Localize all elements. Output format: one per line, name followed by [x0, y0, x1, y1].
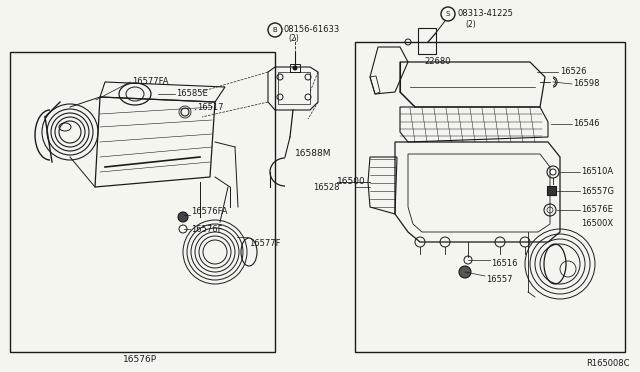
Text: 16585E: 16585E: [176, 90, 208, 99]
Text: 16510A: 16510A: [581, 167, 613, 176]
Circle shape: [459, 266, 471, 278]
Text: 08313-41225: 08313-41225: [457, 10, 513, 19]
Text: 16516: 16516: [491, 260, 518, 269]
Text: 16576FA: 16576FA: [191, 208, 227, 217]
Text: 16557G: 16557G: [581, 186, 614, 196]
Circle shape: [293, 66, 297, 70]
Bar: [278, 72, 310, 104]
Bar: [547, 186, 556, 195]
Text: 16576F: 16576F: [191, 224, 223, 234]
Text: 16546: 16546: [573, 119, 600, 128]
Text: 16577FA: 16577FA: [132, 77, 168, 86]
Text: 16500X: 16500X: [581, 219, 613, 228]
Text: 16557: 16557: [486, 275, 513, 283]
Text: 16588M: 16588M: [295, 150, 332, 158]
Text: S: S: [446, 11, 450, 17]
Text: 16528: 16528: [314, 183, 340, 192]
Circle shape: [550, 169, 556, 175]
Text: (2): (2): [465, 19, 476, 29]
Bar: [355, 42, 625, 352]
Text: 16500: 16500: [337, 177, 365, 186]
Circle shape: [178, 212, 188, 222]
Text: 22680: 22680: [424, 58, 451, 67]
Text: (2): (2): [288, 35, 299, 44]
Text: 08156-61633: 08156-61633: [283, 26, 339, 35]
Text: 16576P: 16576P: [123, 356, 157, 365]
Text: 16576E: 16576E: [581, 205, 613, 215]
Text: 16598: 16598: [573, 80, 600, 89]
Text: 16526: 16526: [560, 67, 586, 77]
Bar: [290, 64, 300, 72]
Text: 16517: 16517: [197, 103, 223, 112]
Bar: [418, 28, 436, 54]
Text: B: B: [273, 27, 277, 33]
Bar: [10, 52, 275, 352]
Text: R165008C: R165008C: [586, 359, 630, 369]
Text: 16577F: 16577F: [249, 240, 280, 248]
